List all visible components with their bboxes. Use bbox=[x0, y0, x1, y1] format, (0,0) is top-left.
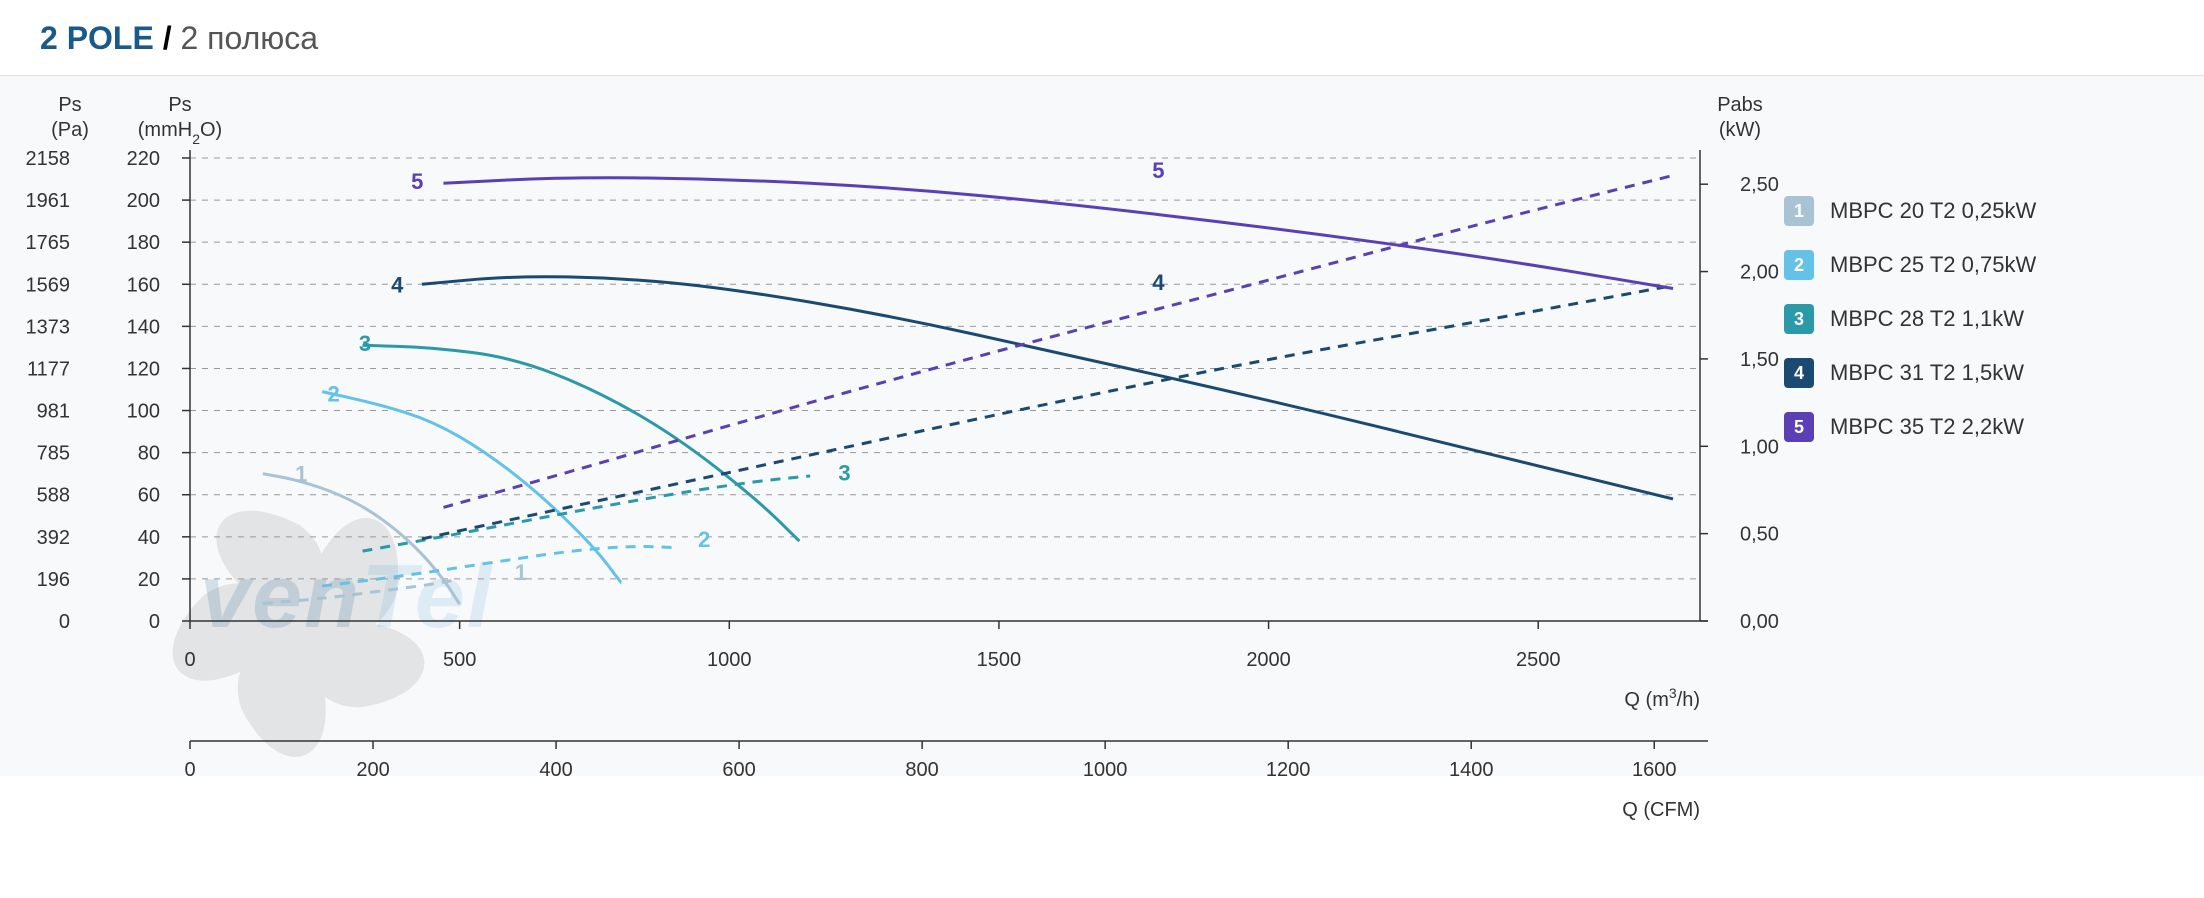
svg-text:220: 220 bbox=[127, 148, 160, 170]
svg-text:Q (CFM): Q (CFM) bbox=[1622, 799, 1700, 821]
svg-text:120: 120 bbox=[127, 358, 160, 380]
svg-text:100: 100 bbox=[127, 401, 160, 423]
svg-text:0: 0 bbox=[184, 649, 195, 671]
legend-item: 1 MBPC 20 T2 0,25kW bbox=[1784, 196, 2124, 226]
svg-text:0: 0 bbox=[184, 759, 195, 781]
svg-text:Ps: Ps bbox=[58, 94, 81, 116]
legend-label: MBPC 28 T2 1,1kW bbox=[1830, 306, 2024, 332]
svg-text:2,50: 2,50 bbox=[1740, 174, 1779, 196]
title-english: 2 POLE bbox=[40, 20, 154, 56]
svg-text:1373: 1373 bbox=[26, 316, 71, 338]
svg-text:1765: 1765 bbox=[26, 232, 71, 254]
svg-text:785: 785 bbox=[37, 443, 70, 465]
svg-text:40: 40 bbox=[138, 527, 160, 549]
svg-text:5: 5 bbox=[1152, 158, 1164, 183]
svg-text:2: 2 bbox=[698, 527, 710, 552]
svg-text:Ps: Ps bbox=[168, 94, 191, 116]
svg-text:1569: 1569 bbox=[26, 274, 71, 296]
svg-text:0: 0 bbox=[59, 611, 70, 633]
svg-text:1000: 1000 bbox=[1083, 759, 1128, 781]
svg-text:1: 1 bbox=[515, 560, 527, 585]
svg-text:2500: 2500 bbox=[1516, 649, 1561, 671]
svg-text:Pabs: Pabs bbox=[1717, 94, 1763, 116]
svg-text:1: 1 bbox=[295, 462, 307, 487]
svg-text:140: 140 bbox=[127, 316, 160, 338]
svg-text:1400: 1400 bbox=[1449, 759, 1494, 781]
svg-text:(mmH2O): (mmH2O) bbox=[138, 119, 222, 147]
chart-area: venTel 019639258878598111771373156917651… bbox=[0, 76, 2204, 896]
svg-text:200: 200 bbox=[356, 759, 389, 781]
svg-text:196: 196 bbox=[37, 569, 70, 591]
svg-text:600: 600 bbox=[722, 759, 755, 781]
legend-item: 2 MBPC 25 T2 0,75kW bbox=[1784, 250, 2124, 280]
svg-text:2000: 2000 bbox=[1246, 649, 1291, 671]
chart-legend: 1 MBPC 20 T2 0,25kW 2 MBPC 25 T2 0,75kW 3 MBP… bbox=[1784, 196, 2124, 466]
legend-swatch: 4 bbox=[1784, 358, 1814, 388]
title-russian: 2 полюса bbox=[180, 20, 318, 56]
svg-text:3: 3 bbox=[359, 331, 371, 356]
legend-swatch: 5 bbox=[1784, 412, 1814, 442]
svg-text:3: 3 bbox=[838, 460, 850, 485]
legend-item: 3 MBPC 28 T2 1,1kW bbox=[1784, 304, 2124, 334]
svg-text:60: 60 bbox=[138, 485, 160, 507]
svg-text:200: 200 bbox=[127, 190, 160, 212]
svg-text:1177: 1177 bbox=[27, 358, 70, 380]
svg-text:981: 981 bbox=[37, 401, 70, 423]
legend-label: MBPC 35 T2 2,2kW bbox=[1830, 414, 2024, 440]
svg-text:1200: 1200 bbox=[1266, 759, 1311, 781]
legend-swatch: 3 bbox=[1784, 304, 1814, 334]
svg-text:2,00: 2,00 bbox=[1740, 262, 1779, 284]
svg-text:392: 392 bbox=[37, 527, 70, 549]
title-separator: / bbox=[154, 20, 181, 56]
svg-text:800: 800 bbox=[905, 759, 938, 781]
svg-text:Q (m3/h): Q (m3/h) bbox=[1624, 685, 1700, 711]
legend-swatch: 1 bbox=[1784, 196, 1814, 226]
legend-label: MBPC 25 T2 0,75kW bbox=[1830, 252, 2036, 278]
svg-text:0,50: 0,50 bbox=[1740, 524, 1779, 546]
svg-text:400: 400 bbox=[539, 759, 572, 781]
svg-text:5: 5 bbox=[411, 169, 423, 194]
chart-title: 2 POLE / 2 полюса bbox=[0, 0, 2204, 76]
svg-text:(Pa): (Pa) bbox=[51, 119, 89, 141]
svg-text:1500: 1500 bbox=[977, 649, 1022, 671]
svg-text:588: 588 bbox=[37, 485, 70, 507]
svg-text:1961: 1961 bbox=[26, 190, 71, 212]
svg-text:160: 160 bbox=[127, 274, 160, 296]
svg-text:1,50: 1,50 bbox=[1740, 349, 1779, 371]
svg-text:2158: 2158 bbox=[26, 148, 71, 170]
chart-container: 2 POLE / 2 полюса venTel 019639258878598… bbox=[0, 0, 2204, 898]
svg-text:500: 500 bbox=[443, 649, 476, 671]
svg-text:0,00: 0,00 bbox=[1740, 611, 1779, 633]
svg-text:1600: 1600 bbox=[1632, 759, 1677, 781]
legend-label: MBPC 20 T2 0,25kW bbox=[1830, 198, 2036, 224]
legend-label: MBPC 31 T2 1,5kW bbox=[1830, 360, 2024, 386]
svg-text:4: 4 bbox=[391, 272, 404, 297]
svg-text:1,00: 1,00 bbox=[1740, 436, 1779, 458]
svg-text:180: 180 bbox=[127, 232, 160, 254]
svg-text:1000: 1000 bbox=[707, 649, 752, 671]
legend-item: 4 MBPC 31 T2 1,5kW bbox=[1784, 358, 2124, 388]
legend-item: 5 MBPC 35 T2 2,2kW bbox=[1784, 412, 2124, 442]
svg-text:0: 0 bbox=[149, 611, 160, 633]
svg-text:2: 2 bbox=[328, 382, 340, 407]
svg-text:(kW): (kW) bbox=[1719, 119, 1761, 141]
legend-swatch: 2 bbox=[1784, 250, 1814, 280]
svg-text:20: 20 bbox=[138, 569, 160, 591]
svg-text:4: 4 bbox=[1152, 270, 1165, 295]
svg-text:80: 80 bbox=[138, 443, 160, 465]
